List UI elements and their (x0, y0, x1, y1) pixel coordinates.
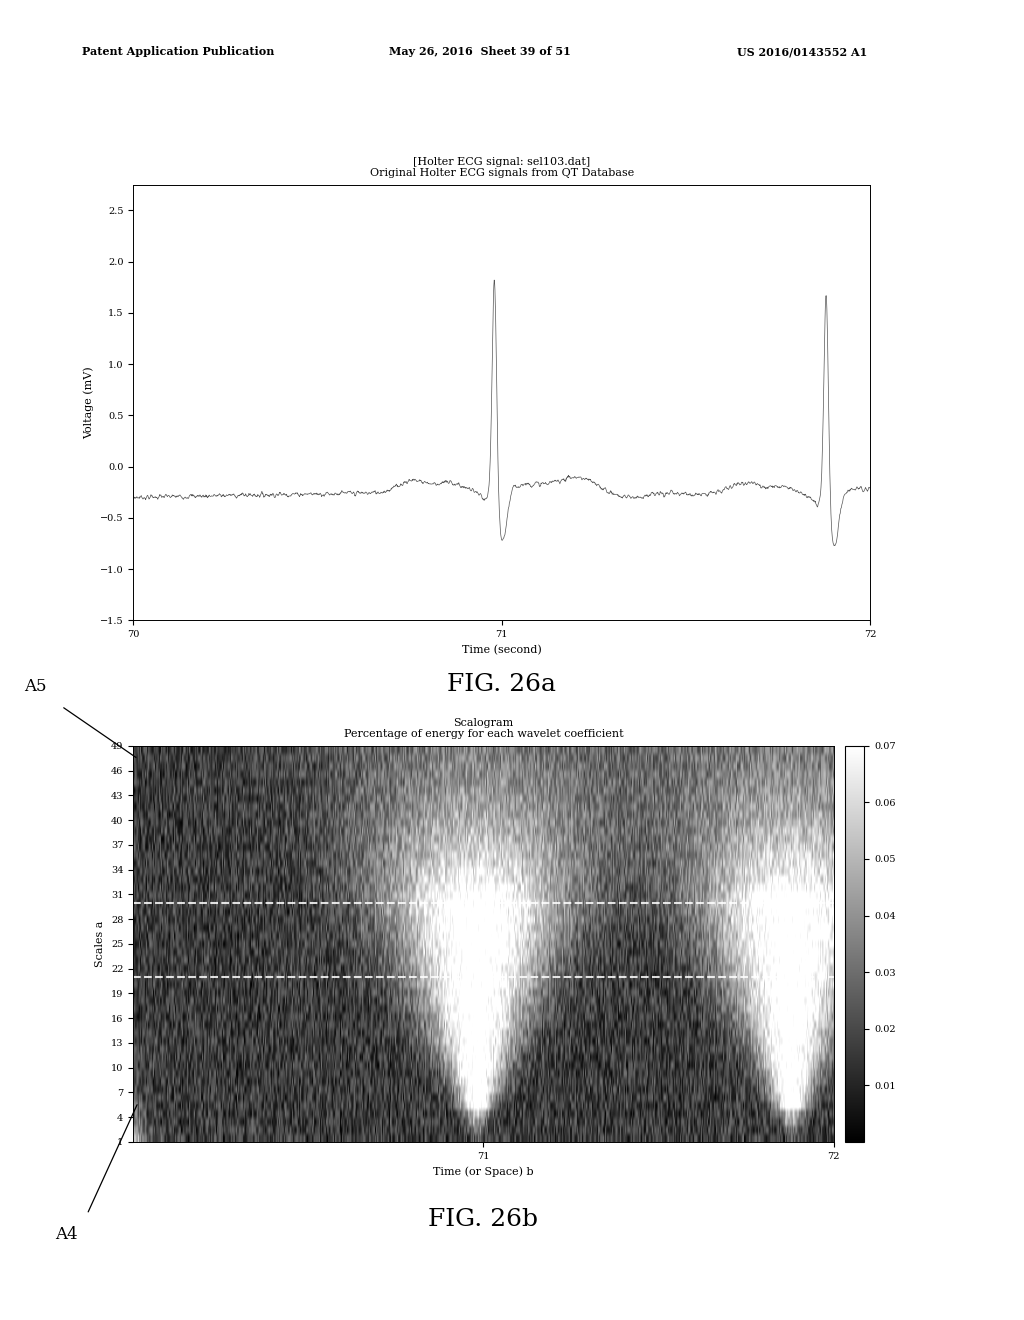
Title: [Holter ECG signal: sel103.dat]
Original Holter ECG signals from QT Database: [Holter ECG signal: sel103.dat] Original… (370, 157, 634, 178)
Title: Scalogram
Percentage of energy for each wavelet coefficient: Scalogram Percentage of energy for each … (343, 718, 624, 739)
Y-axis label: Scales a: Scales a (95, 920, 105, 968)
X-axis label: Time (second): Time (second) (462, 644, 542, 655)
Text: Patent Application Publication: Patent Application Publication (82, 46, 274, 57)
Y-axis label: Voltage (mV): Voltage (mV) (84, 366, 94, 440)
Text: A5: A5 (25, 678, 47, 694)
X-axis label: Time (or Space) b: Time (or Space) b (433, 1166, 534, 1176)
Text: US 2016/0143552 A1: US 2016/0143552 A1 (737, 46, 867, 57)
Text: FIG. 26a: FIG. 26a (447, 673, 556, 696)
Text: A4: A4 (55, 1226, 78, 1242)
Text: FIG. 26b: FIG. 26b (428, 1208, 539, 1230)
Text: May 26, 2016  Sheet 39 of 51: May 26, 2016 Sheet 39 of 51 (389, 46, 570, 57)
